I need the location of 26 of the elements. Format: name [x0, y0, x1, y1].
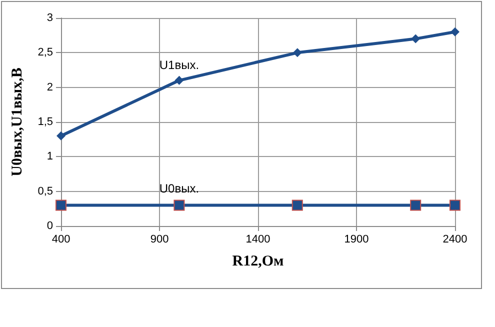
x-tick-label: 400 — [52, 234, 70, 246]
series-label: U0вых. — [159, 182, 200, 196]
point — [410, 200, 422, 211]
y-tick-label: 2,5 — [38, 46, 53, 59]
y-tick-label: 0,5 — [38, 185, 53, 198]
point — [56, 131, 66, 140]
y-tick-label: 0 — [46, 220, 53, 232]
x-tick-label: 900 — [150, 234, 169, 246]
point — [292, 200, 303, 211]
x-tick-label: 2400 — [442, 234, 468, 246]
y-axis-title: U0вых,U1вых,В — [10, 68, 26, 176]
point — [292, 48, 302, 58]
point — [174, 76, 184, 85]
x-tick-label: 1900 — [344, 234, 369, 246]
y-tick-label: 2 — [46, 81, 53, 94]
series-label: U1вых. — [159, 58, 200, 72]
point — [450, 200, 460, 211]
point — [411, 34, 420, 44]
y-tick-label: 1 — [46, 150, 53, 163]
x-tick-label: 1400 — [246, 234, 270, 246]
point — [450, 27, 460, 36]
point — [56, 200, 66, 211]
x-axis-title: R12,Ом — [232, 254, 284, 270]
y-tick-label: 1,5 — [38, 116, 53, 128]
point — [174, 200, 185, 211]
y-tick-label: 3 — [46, 12, 53, 24]
